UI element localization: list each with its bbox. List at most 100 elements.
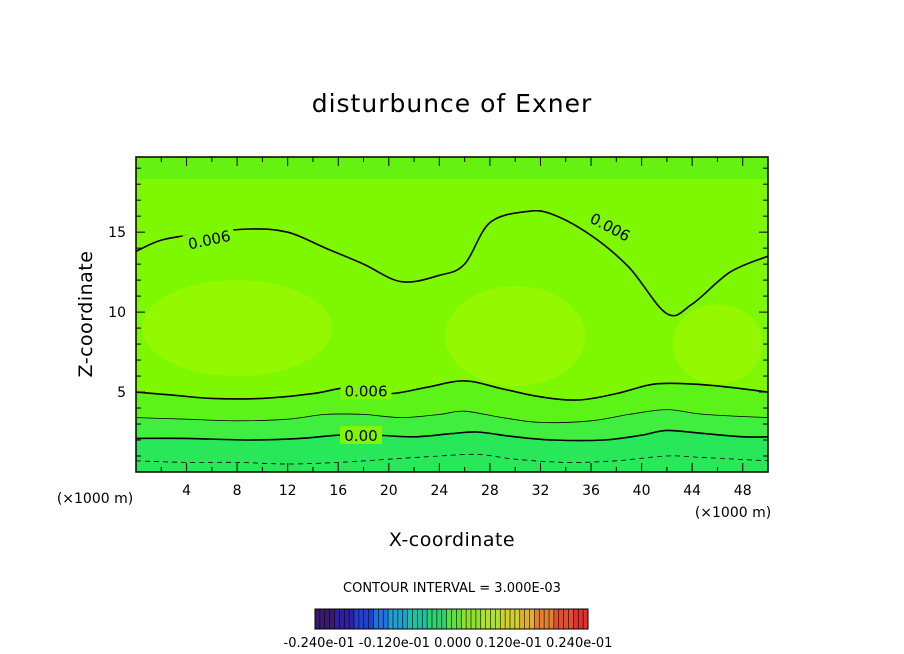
contour-line-2 (136, 409, 768, 423)
y-unit-label: (×1000 m) (57, 491, 133, 507)
x-tick-label: 24 (430, 483, 448, 499)
colorbar (314, 608, 589, 630)
colorbar-swatch (466, 609, 471, 629)
colorbar-swatch (461, 609, 467, 629)
colorbar-swatch (534, 609, 540, 629)
x-axis-label: X-coordinate (389, 529, 515, 551)
colorbar-swatch (514, 609, 520, 629)
colorbar-swatch (563, 609, 569, 629)
colorbar-swatch (529, 609, 535, 629)
colorbar-swatch (558, 609, 564, 629)
colorbar-swatch (412, 609, 418, 629)
colorbar-swatch (402, 609, 408, 629)
colorbar-swatch (539, 609, 545, 629)
colorbar-swatch (358, 609, 364, 629)
fill-band-bottom (136, 430, 768, 472)
colorbar-swatch (324, 609, 330, 629)
colorbar-swatch (510, 609, 515, 629)
x-tick-label: 32 (532, 483, 550, 499)
colorbar-swatch (368, 609, 374, 629)
contour-lines (136, 209, 768, 465)
contour-label-group: 0.00 (339, 426, 382, 445)
plot-frame (135, 156, 769, 473)
colorbar-swatch (553, 609, 559, 629)
colorbar-swatch (339, 609, 345, 629)
contour-label-bg (182, 225, 236, 254)
x-tick-label: 28 (481, 483, 499, 499)
fill-core (142, 280, 763, 387)
colorbar-swatch (583, 609, 588, 629)
contour-label-group: 0.006 (340, 381, 392, 400)
colorbar-swatch (344, 609, 350, 629)
colorbar-swatch (329, 609, 335, 629)
colorbar-swatch (495, 609, 501, 629)
colorbar-swatch (485, 609, 491, 629)
colorbar-swatch (397, 609, 403, 629)
x-tick-label: 20 (380, 483, 398, 499)
colorbar-swatch (549, 609, 554, 629)
x-tick-label: 12 (279, 483, 297, 499)
fill-band-top (136, 157, 768, 179)
contour-label: 0.006 (345, 382, 388, 400)
colorbar-swatch (505, 609, 510, 629)
contour-label-bg (340, 381, 392, 400)
colorbar-swatch (436, 609, 442, 629)
colorbar-swatch (427, 609, 432, 629)
y-tick-label: 10 (108, 305, 126, 321)
colorbar-swatch (475, 609, 481, 629)
colorbar-swatch (363, 609, 369, 629)
colorbar-swatch (393, 609, 398, 629)
colorbar-swatch (319, 609, 325, 629)
fill-core-blob (445, 286, 586, 387)
colorbar-swatch (354, 609, 359, 629)
colorbar-swatch (480, 609, 486, 629)
x-tick-label: 44 (683, 483, 701, 499)
x-tick-label: 40 (633, 483, 651, 499)
contour-line-0 (136, 209, 768, 317)
filled-contours (136, 157, 768, 472)
colorbar-frame (314, 608, 589, 630)
fill-core-blob (142, 280, 333, 377)
colorbar-swatch (490, 609, 496, 629)
colorbar-swatch (315, 609, 320, 629)
x-unit-label: (×1000 m) (695, 505, 771, 521)
x-tick-label: 8 (233, 483, 242, 499)
colorbar-swatch (451, 609, 457, 629)
fill-core-blob (672, 304, 763, 385)
colorbar-swatch (422, 609, 428, 629)
x-tick-label: 36 (582, 483, 600, 499)
y-tick-label: 15 (108, 225, 126, 241)
colorbar-swatch (378, 609, 384, 629)
x-tick-label: 16 (329, 483, 347, 499)
colorbar-swatch (544, 609, 549, 629)
contour-label: 0.00 (344, 427, 377, 445)
colorbar-swatch (456, 609, 462, 629)
contour-label-bg (583, 206, 638, 247)
colorbar-swatch (500, 609, 506, 629)
colorbar-swatch (407, 609, 413, 629)
colorbar-swatch (383, 609, 389, 629)
colorbar-swatch (432, 609, 437, 629)
colorbar-swatch (519, 609, 525, 629)
y-axis-label: Z-coordinate (75, 251, 97, 378)
x-tick-label: 4 (182, 483, 191, 499)
colorbar-swatch (446, 609, 452, 629)
contour-line-3 (136, 429, 768, 442)
colorbar-swatch (441, 609, 447, 629)
contour-interval-text: CONTOUR INTERVAL = 3.000E-03 (343, 581, 561, 596)
colorbar-swatch (349, 609, 354, 629)
colorbar-swatch (471, 609, 476, 629)
chart-title: disturbunce of Exner (312, 89, 593, 118)
colorbar-labels: -0.240e-01 -0.120e-01 0.000 0.120e-01 0.… (284, 636, 613, 651)
colorbar-swatch (573, 609, 579, 629)
colorbar-swatch (417, 609, 423, 629)
colorbar-swatch (568, 609, 574, 629)
colorbar-swatch (524, 609, 530, 629)
contour-label-bg (339, 426, 382, 445)
colorbar-swatch (334, 609, 340, 629)
colorbar-swatch (578, 609, 584, 629)
contour-line-1 (136, 380, 768, 401)
y-tick-label: 5 (117, 385, 126, 401)
